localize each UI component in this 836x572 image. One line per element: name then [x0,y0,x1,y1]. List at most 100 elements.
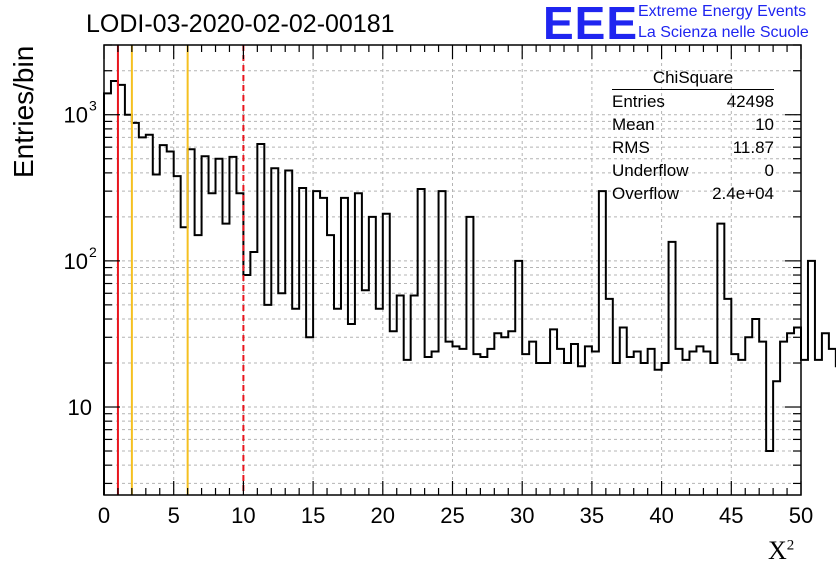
histogram-bin [655,370,662,495]
histogram-bin [522,354,529,495]
histogram-bin [167,152,174,495]
histogram-bin [648,349,655,495]
x-tick-label: 5 [168,503,180,528]
histogram-bin [794,328,801,495]
histogram-bin [501,337,508,495]
stats-value: 2.4e+04 [712,184,774,203]
histogram-bin [404,360,411,495]
stats-value: 42498 [726,92,774,111]
histogram-bin [578,366,585,495]
histogram-bin [383,214,390,495]
histogram-bin [752,319,759,495]
histogram-bin [606,299,613,495]
histogram-bin [278,293,285,495]
histogram-bin [508,331,515,495]
histogram-bin [299,188,306,495]
stats-label: Underflow [612,161,689,180]
histogram-bin [787,333,794,495]
stats-value: 0 [764,161,774,180]
histogram-bin [731,354,738,495]
histogram-bin [766,451,773,495]
stats-value: 10 [755,115,774,134]
histogram-bin [780,342,787,495]
histogram-bin [480,357,487,495]
histogram-bin [334,309,341,495]
histogram-bin [369,217,376,495]
histogram-bin [146,135,153,495]
histogram-bin [801,360,808,495]
histogram-bin [327,235,334,495]
x-tick-label: 0 [98,503,110,528]
histogram-bin [313,191,320,495]
x-tick-label: 30 [510,503,534,528]
histogram-bin [243,275,250,495]
histogram-bin [822,333,829,495]
stats-row-rms: RMS 11.87 [612,136,774,159]
histogram-bin [104,93,111,495]
histogram-bin [466,217,473,495]
histogram-bin [411,295,418,495]
histogram-bin [118,85,125,495]
histogram-bin [641,363,648,495]
histogram-bin [341,198,348,495]
histogram-bin [487,349,494,495]
histogram-bin [236,193,243,495]
histogram-bin [160,145,167,495]
histogram-bin [585,346,592,495]
histogram-bin [222,224,229,495]
histogram-bin [362,290,369,495]
histogram-bin [425,357,432,495]
x-axis-label-sup: 2 [786,537,795,554]
histogram-bin [683,360,690,495]
stats-row-mean: Mean 10 [612,113,774,136]
histogram-bin [738,360,745,495]
histogram-bin [285,171,292,495]
histogram-bin [195,235,202,495]
x-tick-label: 35 [580,503,604,528]
histogram-bin [111,81,118,495]
histogram-bin [229,157,236,495]
histogram-bin [181,227,188,495]
histogram-bin [808,261,815,495]
histogram-bin [564,363,571,495]
histogram-bin [627,357,634,495]
histogram-bin [550,329,557,495]
x-tick-label: 45 [719,503,743,528]
histogram-bin [348,324,355,495]
histogram-bin [418,189,425,495]
histogram-bin [355,193,362,495]
logo-caption-line2: La Scienza nelle Scuole [638,24,809,41]
histogram-bin [773,381,780,495]
histogram-bin [153,174,160,495]
histogram-bin [689,351,696,495]
histogram-bin [439,191,446,495]
eee-logo: EEE [543,0,639,49]
histogram-bin [306,337,313,495]
histogram-bin [515,261,522,495]
histogram-bin [453,346,460,495]
histogram-bin [599,191,606,495]
histogram-bin [676,349,683,495]
histogram-bin [174,176,181,495]
stats-box: ChiSquare Entries 42498 Mean 10 RMS 11.87 U… [612,68,774,205]
histogram-bin [536,363,543,495]
x-tick-label: 15 [301,503,325,528]
x-tick-label: 20 [371,503,395,528]
stats-row-overflow: Overflow 2.4e+04 [612,182,774,205]
histogram-bin [264,305,271,495]
histogram-bin [216,159,223,495]
histogram-bin [473,354,480,495]
y-tick-label: 10 [68,395,92,420]
y-tick-exponent: 2 [89,244,97,260]
histogram-bin [397,295,404,495]
histogram-bin [815,360,822,495]
histogram-bin [710,363,717,495]
histogram-bin [271,168,278,495]
histogram-bin [703,351,710,495]
x-tick-label: 10 [231,503,255,528]
x-tick-label: 25 [440,503,464,528]
histogram-bin [620,328,627,495]
histogram-bin [139,137,146,495]
histogram-bin [292,309,299,495]
histogram-bin [745,337,752,495]
